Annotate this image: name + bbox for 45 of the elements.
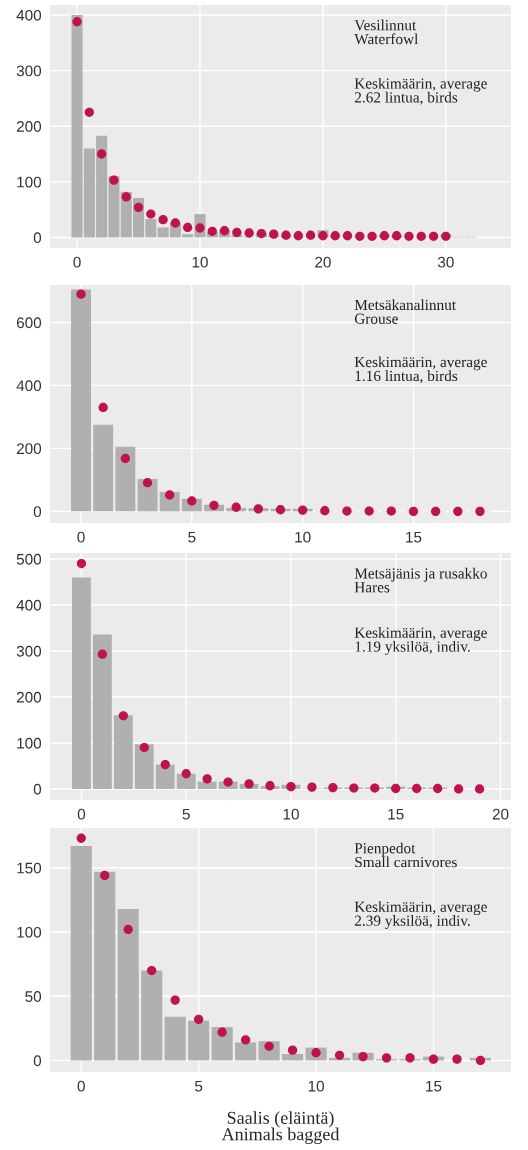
y-tick-label: 0: [33, 506, 42, 518]
x-tick-label: 0: [77, 531, 85, 543]
y-tick-label: 400: [16, 9, 42, 21]
x-tick-label: 10: [283, 808, 299, 820]
x-tick-label: 15: [426, 1080, 442, 1092]
x-tick-label: 20: [315, 256, 331, 268]
x-tick-label: 20: [492, 808, 509, 820]
y-tick-label: 300: [16, 65, 42, 77]
y-tick-label: 200: [16, 691, 42, 703]
x-tick-label: 10: [295, 531, 311, 543]
y-tick-label: 300: [16, 645, 42, 657]
y-tick-label: 100: [17, 737, 42, 749]
x-tick-label: 10: [192, 256, 208, 268]
annotation: Pienpedot Small carnivores: [354, 842, 457, 868]
x-tick-label: 15: [388, 808, 404, 820]
x-tick-label: 5: [188, 531, 196, 543]
y-tick-label: 0: [33, 1055, 42, 1067]
y-tick-label: 600: [16, 317, 42, 329]
x-tick-label: 30: [437, 256, 454, 268]
annotation: Metsäkanalinnut Grouse: [354, 299, 456, 324]
x-tick-label: 0: [77, 1080, 85, 1092]
x-tick-label: 0: [73, 256, 81, 268]
x-tick-label: 10: [308, 1080, 324, 1092]
annotation: Vesilinnut Waterfowl: [354, 19, 419, 45]
y-tick-label: 200: [16, 443, 42, 455]
x-tick-label: 5: [195, 1080, 203, 1092]
x-axis-title: Saalis (eläintä) Animals bagged: [221, 1111, 340, 1145]
x-tick-label: 0: [77, 808, 86, 820]
y-tick-label: 150: [17, 862, 42, 874]
y-tick-label: 200: [16, 121, 42, 132]
y-tick-label: 400: [16, 380, 42, 392]
y-tick-label: 0: [33, 783, 42, 795]
y-tick-label: 0: [33, 232, 42, 244]
annotation: Keskimäärin, average 1.16 lintua, birds: [354, 356, 487, 384]
y-tick-label: 100: [17, 926, 42, 938]
y-tick-label: 400: [16, 599, 42, 611]
y-tick-label: 100: [17, 176, 42, 188]
annotation: Keskimäärin, average 2.39 yksilöä, indiv.: [354, 901, 487, 929]
y-tick-label: 500: [16, 553, 42, 565]
annotation: Metsäjänis ja rusakko Hares: [354, 567, 487, 593]
x-tick-label: 15: [406, 531, 422, 543]
annotation: Keskimäärin, average 1.19 yksilöä, indiv.: [354, 627, 487, 655]
x-tick-label: 5: [182, 808, 190, 820]
annotation: Keskimäärin, average 2.62 lintua, birds: [354, 77, 487, 105]
y-tick-label: 50: [25, 991, 42, 1002]
